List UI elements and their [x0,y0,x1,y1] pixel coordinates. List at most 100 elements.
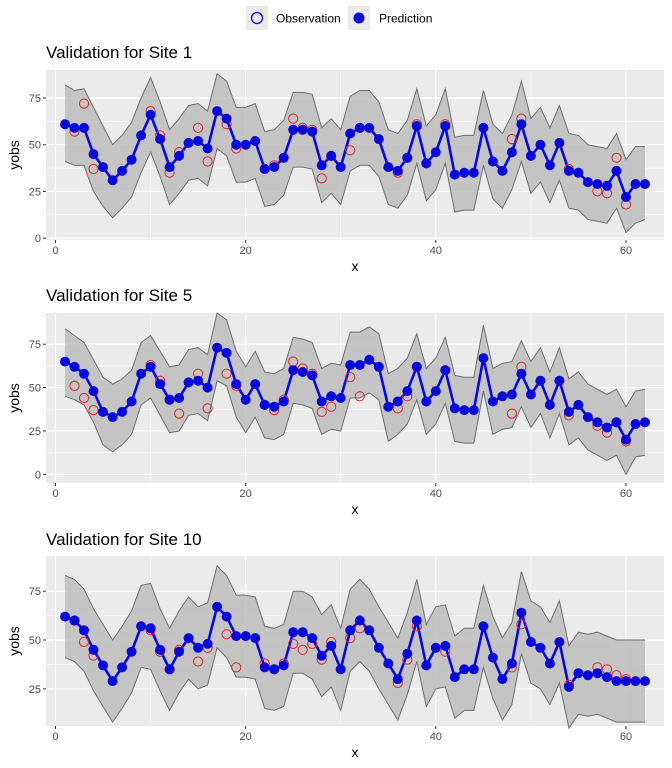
prediction-point [117,662,128,673]
prediction-point [602,422,612,433]
prediction-point [468,664,479,675]
prediction-point [563,406,574,417]
observation-point [78,392,90,404]
prediction-point [231,631,242,642]
prediction-point [316,650,327,661]
x-tick-label: 40 [430,731,442,743]
prediction-point [383,658,394,669]
upper-bound-line [64,564,645,648]
prediction-point [221,611,232,622]
legend-prediction-symbol [353,12,365,24]
prediction-point [430,147,441,158]
prediction-point [468,167,479,178]
prediction-point [592,668,603,679]
prediction-point [193,642,204,653]
prediction-point [269,664,280,675]
prediction-point [98,162,108,173]
x-tick-label: 60 [620,731,632,743]
confidence-band-area [65,73,645,233]
prediction-point [449,403,460,414]
legend: Observation Prediction [246,6,432,30]
prediction-point [497,165,508,176]
y-tick-label: 0 [35,469,41,481]
observation-point [88,405,99,416]
observation-point [288,638,299,650]
observation-point [316,406,327,417]
prediction-point [202,638,213,649]
prediction-point [145,109,156,120]
y-axis-ticks: 0 25 50 75 [29,93,46,245]
prediction-point [240,631,251,642]
prediction-point [335,393,346,403]
prediction-point [392,165,403,176]
prediction-point [430,386,441,397]
y-tick-label: 75 [29,586,41,598]
observation-point [221,629,232,640]
prediction-point [212,106,223,117]
observation-point [193,656,204,667]
prediction-point [440,640,451,651]
prediction-point [506,147,517,158]
observation-point [506,408,517,419]
prediction-point [573,399,584,410]
prediction-point [402,152,413,163]
prediction-point [402,648,413,659]
y-tick-label: 25 [29,186,41,198]
prediction-point [240,139,251,150]
prediction-point [221,347,232,358]
lower-bound-line [64,147,646,234]
prediction-point [468,405,479,416]
observation-point [88,163,99,175]
prediction-point [630,179,641,189]
prediction-point [288,627,299,638]
prediction-point [421,660,432,671]
prediction-point [354,122,365,133]
prediction-point [278,152,289,163]
prediction-point [231,139,242,150]
prediction-point [478,353,489,364]
y-tick-label: 0 [35,233,41,245]
prediction-point [535,642,546,653]
x-axis-title: x [352,744,359,760]
prediction-point [183,137,194,148]
prediction-point [592,179,603,189]
prediction-point [582,670,593,681]
y-axis-title: yobs [6,383,22,413]
observation-point [506,134,517,145]
prediction-point [345,625,356,636]
prediction-point [544,399,555,410]
prediction-point [88,149,99,160]
y-tick-label: 50 [29,635,41,647]
prediction-point [421,396,432,407]
prediction-point [621,676,631,687]
confidence-band-area [65,565,645,728]
confidence-band [64,72,646,234]
prediction-point [126,396,137,407]
prediction-point [592,417,603,428]
prediction-point [516,119,527,130]
prediction-point [582,177,593,188]
prediction-point [535,375,546,386]
confidence-band [64,564,645,730]
observation-point [345,372,356,383]
lower-bound-line [64,646,645,730]
prediction-point [183,377,194,388]
prediction-point [250,633,261,644]
prediction-point [250,379,261,390]
prediction-point [79,368,89,379]
prediction-point [307,126,318,137]
prediction-point [69,122,80,133]
observation-point [78,98,90,109]
prediction-point [573,167,584,178]
prediction-point [602,672,612,683]
panel-title: Validation for Site 10 [46,530,202,549]
prediction-point [335,162,346,173]
prediction-point [640,417,650,428]
y-tick-label: 25 [29,426,41,438]
prediction-point [554,375,565,386]
prediction-point [297,367,308,377]
observation-point [202,156,213,167]
prediction-point [640,179,650,189]
prediction-point [288,365,299,376]
